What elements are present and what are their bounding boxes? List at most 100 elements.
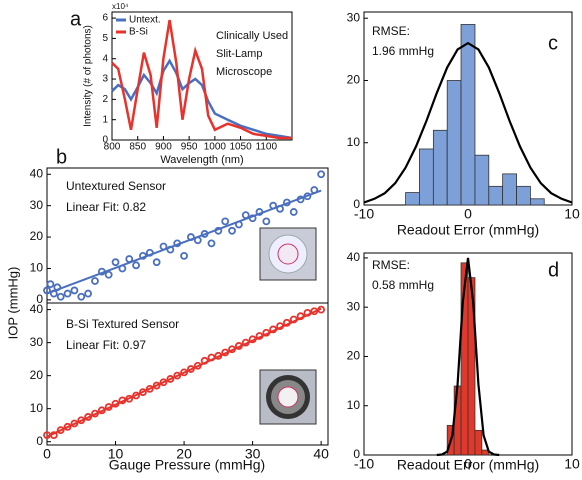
point xyxy=(180,252,188,260)
annotation: Slit-Lamp xyxy=(216,48,262,60)
bar xyxy=(474,429,483,456)
x-tick-label: 10 xyxy=(108,446,124,462)
point xyxy=(84,289,93,298)
y-tick-label: 0 xyxy=(353,197,360,211)
x-axis-label: Readout Error (mmHg) xyxy=(397,457,539,473)
y-tick-label: 20 xyxy=(30,229,44,243)
point xyxy=(63,289,72,298)
bar xyxy=(516,185,531,206)
x-tick-label: 1100 xyxy=(256,142,278,153)
plot-frame xyxy=(111,11,293,141)
annotation: RMSE: xyxy=(372,258,410,272)
y-tick-label: 5 xyxy=(102,33,108,44)
panel-label: a xyxy=(70,8,82,30)
y-tick-label: 30 xyxy=(347,10,361,24)
panel: 0 1 2 3 4 5 6 800 850 900 950 1000 1050 1100 Wavelengt… xyxy=(70,2,293,166)
point xyxy=(152,258,161,267)
annotation: B-Si Textured Sensor xyxy=(66,317,179,331)
y-tick-label: 30 xyxy=(347,299,361,313)
point xyxy=(104,270,113,279)
annotation: Clinically Used xyxy=(216,30,288,42)
y-tick-label: 0 xyxy=(36,434,43,448)
panel: 0 10 20 30 40 0 10 20 30 40 Gauge Pressure (mmHg) B… xyxy=(30,302,330,473)
y-tick-label: 0 xyxy=(353,447,360,461)
panel-label: d xyxy=(548,259,559,281)
y-axis-label: IOP (mmHg) xyxy=(5,267,20,340)
bar xyxy=(488,185,504,206)
point xyxy=(317,170,326,179)
y-tick-label: 2 xyxy=(102,94,108,105)
legend-label: B-Si xyxy=(129,27,148,38)
y-tick-label: 6 xyxy=(102,13,108,24)
x-tick-label: 0 xyxy=(464,206,472,222)
y-tick-label: 1 xyxy=(102,114,108,125)
x-tick-label: 850 xyxy=(129,142,146,153)
point xyxy=(152,381,161,390)
x-tick-label: 1050 xyxy=(229,142,252,153)
y-tick-label: 10 xyxy=(30,261,44,275)
point xyxy=(166,375,175,383)
x-tick-label: 10 xyxy=(564,456,580,472)
y-tick-label: 20 xyxy=(30,368,44,382)
y-multiplier: x10⁴ xyxy=(112,2,129,11)
fit-curve xyxy=(436,257,500,457)
y-tick-label: 10 xyxy=(347,398,361,412)
point xyxy=(262,217,271,226)
plot-frame xyxy=(46,302,329,446)
x-tick-label: 800 xyxy=(104,142,121,153)
point xyxy=(289,208,298,216)
bar xyxy=(419,148,434,206)
y-tick-label: 4 xyxy=(102,53,108,64)
x-tick-label: 10 xyxy=(564,206,580,222)
point xyxy=(56,426,65,435)
point xyxy=(159,378,168,387)
bar xyxy=(502,173,517,206)
point xyxy=(63,422,72,431)
annotation: Microscope xyxy=(216,66,272,78)
x-tick-label: 30 xyxy=(245,446,261,462)
y-tick-label: 0 xyxy=(102,135,108,146)
x-tick-label: 40 xyxy=(313,446,329,462)
point xyxy=(111,258,120,267)
line-series xyxy=(111,19,292,140)
bar xyxy=(530,198,545,206)
y-tick-label: 10 xyxy=(347,135,361,149)
annotation: Linear Fit: 0.82 xyxy=(66,200,146,214)
y-tick-label: 30 xyxy=(30,335,44,349)
x-tick-label: 950 xyxy=(181,142,198,153)
line-series xyxy=(111,58,293,140)
annotation: 1.96 mmHg xyxy=(372,44,434,58)
y-tick-label: 0 xyxy=(36,292,43,306)
panel-label: c xyxy=(548,32,558,54)
point xyxy=(173,371,182,380)
y-tick-label: 3 xyxy=(102,74,108,85)
y-tick-label: 20 xyxy=(347,73,361,87)
y-tick-label: 20 xyxy=(347,349,361,363)
x-axis-label: Wavelength (nm) xyxy=(160,154,243,166)
annotation: 0.58 mmHg xyxy=(372,278,434,292)
x-axis-label: Readout Error (mmHg) xyxy=(397,222,539,238)
bar xyxy=(460,24,476,206)
fit-line xyxy=(46,189,322,295)
point xyxy=(56,292,65,301)
x-axis-label: Gauge Pressure (mmHg) xyxy=(109,457,265,473)
annotation: Linear Fit: 0.97 xyxy=(66,338,146,352)
x-tick-label: 20 xyxy=(176,446,192,462)
y-axis-label: Intensity (# of photons) xyxy=(83,25,94,127)
fit-curve xyxy=(363,41,573,204)
point xyxy=(221,217,230,226)
y-tick-label: 40 xyxy=(347,250,361,264)
bar xyxy=(474,154,490,206)
point xyxy=(46,280,55,289)
panel-label: b xyxy=(56,146,67,168)
point xyxy=(180,368,188,377)
x-tick-label: 900 xyxy=(155,142,172,153)
bar xyxy=(453,385,462,456)
point xyxy=(70,286,79,295)
bar xyxy=(432,129,448,206)
panel: 0 10 20 30 40 IOP (mmHg) b Untextured Sensor Lin… xyxy=(5,146,329,340)
bar xyxy=(467,277,476,456)
